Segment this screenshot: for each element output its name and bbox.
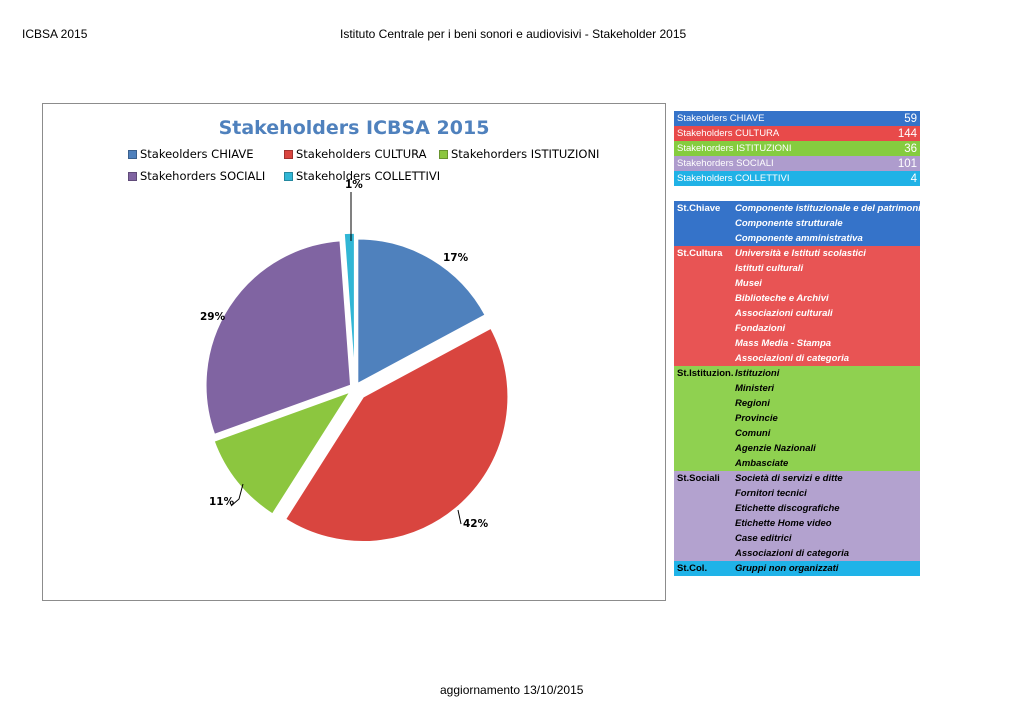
summary-value: 36	[904, 142, 917, 155]
group-block: St.Istituzion. Istituzioni Ministeri Region…	[674, 366, 920, 471]
legend-item: Stakeholders COLLETTIVI	[284, 169, 440, 183]
leader-line	[230, 483, 244, 507]
legend-swatch	[284, 171, 293, 181]
group-item: Fornitori tecnici	[735, 488, 807, 499]
group-label: St.Col.	[677, 563, 708, 574]
group-item: Regioni	[735, 398, 770, 409]
pie-slice	[213, 390, 353, 516]
group-label: St.Chiave	[677, 203, 721, 214]
legend-label: Stakeholders COLLETTIVI	[296, 169, 441, 183]
summary-value: 101	[897, 157, 917, 170]
summary-row: Stakeholders CULTURA 144	[674, 126, 920, 141]
group-item: Agenzie Nazionali	[735, 443, 816, 454]
slice-percent-label: 17%	[443, 252, 469, 264]
group-item: Gruppi non organizzati	[735, 563, 839, 574]
legend-swatch	[128, 171, 137, 181]
group-block: St.Chiave Componente istituzionale e del …	[674, 201, 920, 246]
group-item: Università e Istituti scolastici	[735, 248, 866, 259]
group-item: Associazioni di categoria	[735, 353, 850, 364]
group-block: St.Col. Gruppi non organizzati	[674, 561, 920, 576]
group-label: St.Cultura	[677, 248, 723, 259]
group-item: Ministeri	[735, 383, 775, 394]
group-item: Componente istituzionale e del patrimoni…	[735, 203, 920, 214]
slice-percent-label: 42%	[463, 518, 489, 530]
summary-label: Stakeholders COLLETTIVI	[677, 173, 790, 184]
legend-item: Stakehorders SOCIALI	[128, 169, 265, 183]
slice-percent-label: 29%	[200, 311, 226, 323]
group-item: Comuni	[735, 428, 771, 439]
summary-label: Stakeolders CHIAVE	[677, 113, 765, 124]
pie-slice	[205, 239, 352, 436]
summary-row: Stakehorders SOCIALI 101	[674, 156, 920, 171]
group-item: Componente strutturale	[735, 218, 843, 229]
group-label: St.Istituzion.	[677, 368, 734, 379]
legend-item: Stakeholders CULTURA	[284, 147, 427, 161]
group-block: St.Sociali Società di servizi e ditte Forn…	[674, 471, 920, 561]
pie-chart-panel: Stakeholders ICBSA 2015 Stakeolders CHIA…	[42, 103, 666, 601]
group-items: Gruppi non organizzati	[735, 561, 920, 576]
legend-item: Stakeolders CHIAVE	[128, 147, 254, 161]
legend-label: Stakehorders SOCIALI	[140, 169, 266, 183]
legend-label: Stakeholders CULTURA	[296, 147, 427, 161]
group-item: Provincie	[735, 413, 778, 424]
pie-slice	[343, 232, 356, 379]
group-items: Società di servizi e ditte Fornitori tecn…	[735, 471, 920, 561]
header-left: ICBSA 2015	[22, 27, 88, 41]
group-item: Biblioteche e Archivi	[735, 293, 829, 304]
group-item: Case editrici	[735, 533, 792, 544]
group-item: Componente amministrativa	[735, 233, 863, 244]
group-item: Etichette discografiche	[735, 503, 840, 514]
summary-row: Stakeholders COLLETTIVI 4	[674, 171, 920, 186]
legend-swatch	[284, 149, 293, 159]
legend-item: Stakehorders ISTITUZIONI	[439, 147, 599, 161]
pie-slice	[356, 237, 487, 385]
legend-swatch	[128, 149, 137, 159]
slice-percent-label: 1%	[345, 179, 363, 191]
summary-label: Stakeholders CULTURA	[677, 128, 780, 139]
group-item: Istituzioni	[735, 368, 780, 379]
summary-label: Stakehorders ISTITUZIONI	[677, 143, 792, 154]
slice-percent-label: 11%	[209, 496, 235, 508]
footer-update-date: aggiornamento 13/10/2015	[440, 683, 584, 697]
summary-label: Stakehorders SOCIALI	[677, 158, 774, 169]
group-item: Associazioni di categoria	[735, 548, 850, 559]
stakeholder-groups-table: St.Chiave Componente istituzionale e del …	[674, 201, 920, 576]
pie-slice	[284, 327, 509, 543]
summary-row: Stakeolders CHIAVE 59	[674, 111, 920, 126]
group-item: Mass Media - Stampa	[735, 338, 832, 349]
group-item: Società di servizi e ditte	[735, 473, 843, 484]
chart-title: Stakeholders ICBSA 2015	[218, 117, 490, 139]
legend-label: Stakeolders CHIAVE	[140, 147, 254, 161]
summary-value: 59	[904, 112, 917, 125]
group-label: St.Sociali	[677, 473, 720, 484]
group-item: Ambasciate	[735, 458, 789, 469]
legend-label: Stakehorders ISTITUZIONI	[451, 147, 600, 161]
header-title: Istituto Centrale per i beni sonori e au…	[340, 27, 687, 41]
group-items: Università e Istituti scolastici Istituti…	[735, 246, 920, 366]
group-item: Musei	[735, 278, 762, 289]
group-item: Associazioni culturali	[735, 308, 833, 319]
group-items: Istituzioni Ministeri Regioni Provincie Comu…	[735, 366, 920, 471]
group-items: Componente istituzionale e del patrimoni…	[735, 201, 920, 246]
pie-chart: 17% 42% 11% 29% 1%	[200, 179, 509, 543]
group-item: Fondazioni	[735, 323, 786, 334]
leader-line	[457, 509, 462, 525]
summary-value: 144	[897, 127, 917, 140]
summary-value: 4	[910, 172, 917, 185]
group-item: Istituti culturali	[735, 263, 804, 274]
group-item: Etichette Home video	[735, 518, 832, 529]
summary-table: Stakeolders CHIAVE 59 Stakeholders CULTURA…	[674, 111, 920, 186]
group-block: St.Cultura Università e Istituti scolasti…	[674, 246, 920, 366]
summary-row: Stakehorders ISTITUZIONI 36	[674, 141, 920, 156]
legend-swatch	[439, 149, 448, 159]
